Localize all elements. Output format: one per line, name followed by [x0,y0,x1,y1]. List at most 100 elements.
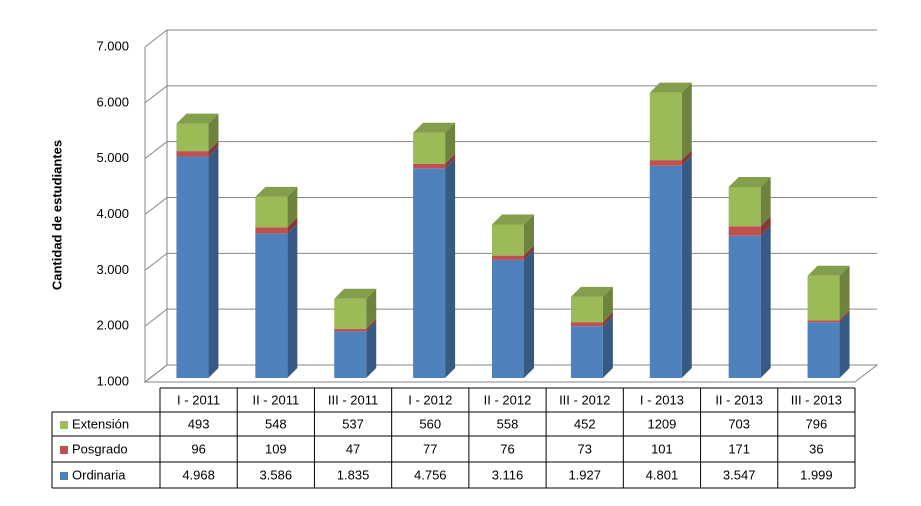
bar-side [602,286,613,323]
bar-side [366,288,377,329]
table-cell: 1209 [647,416,676,431]
bar-side [839,312,850,378]
table-cell: 101 [651,441,673,456]
bar-side [602,316,613,378]
table-header: III - 2013 [791,392,842,407]
y-tick-label: 3.000 [96,262,129,277]
grid-line [144,29,877,48]
table-cell: 77 [423,441,437,456]
bar [728,226,761,236]
bar [255,196,288,228]
bar-top [807,265,850,276]
legend-swatch [60,421,68,429]
bar-side [681,155,692,378]
bar [334,298,367,329]
table-header: I - 2011 [177,392,220,407]
bar [176,151,209,157]
table-cell: 703 [728,416,750,431]
grid-line [144,141,877,160]
bar-top [570,286,613,297]
table-cell: 171 [728,441,750,456]
table-header: II - 2013 [715,392,763,407]
table-cell: 109 [265,441,287,456]
table-cell: 4.801 [646,467,679,482]
table-cell: 560 [419,416,441,431]
table-cell: 3.547 [723,467,756,482]
table-cell: 4.968 [182,467,215,482]
bar-side [445,122,456,164]
bar [807,320,840,323]
bar-side [366,321,377,378]
table-cell: 537 [342,416,364,431]
y-axis-label: Cantidad de estudiantes [49,140,64,290]
table-cell: 76 [500,441,514,456]
bar-side [760,216,771,236]
bar-side [524,245,534,260]
table-cell: 3.116 [492,467,524,482]
bar [570,326,603,378]
bar [413,163,446,169]
bar [649,165,682,378]
legend-swatch [60,472,68,480]
bar-top [176,113,219,124]
bar-side [445,158,456,378]
table-cell: 558 [497,416,519,431]
grid-line [144,252,877,271]
bar-side [681,82,692,161]
table-cell: 3.586 [260,467,293,482]
bar-side [839,265,850,321]
bar-top [413,122,456,133]
y-tick-label: 1.000 [96,373,129,388]
table-cell: 1.835 [337,467,370,482]
table-cell: 96 [191,441,205,456]
bar-side [445,153,456,169]
bar-top [649,82,692,93]
bar-side [681,150,692,166]
legend-label: Posgrado [72,441,128,456]
bar [492,255,524,260]
bar [649,92,682,161]
grid-line [144,308,877,327]
bar-side [524,249,534,378]
bar-side [602,312,613,327]
table-cell: 1.927 [568,467,601,482]
grid-line [144,85,877,104]
table-header: III - 2011 [328,392,378,407]
bar [334,331,367,378]
legend-label: Extensión [72,416,129,431]
bar-side [760,225,771,378]
bar-side [287,223,298,378]
table-cell: 73 [577,441,591,456]
table-cell: 493 [188,416,210,431]
bar-top [728,176,771,187]
table-header: II - 2011 [252,392,299,407]
bar-side [208,141,219,157]
grid-line [144,197,877,215]
bar [728,186,761,227]
table-header: I - 2012 [408,392,452,407]
legend-swatch [60,446,68,454]
bar-side [839,310,850,323]
table-cell: 47 [346,441,360,456]
bar-side [287,217,298,234]
bar-top [334,288,377,299]
bar [176,156,209,378]
bar [728,235,761,378]
bar [492,259,524,378]
y-tick-label: 6.000 [96,94,129,109]
legend-label: Ordinaria [72,467,126,482]
table-cell: 796 [806,416,828,431]
bar-side [760,176,771,227]
grid-line [144,364,877,383]
table-cell: 548 [265,416,287,431]
bar-top [255,186,298,197]
y-tick-label: 2.000 [96,318,129,333]
bar-side [208,146,219,378]
y-tick-label: 4.000 [96,206,129,221]
table-header: I - 2013 [640,392,684,407]
bar [649,160,682,166]
table-cell: 4.756 [414,467,447,482]
bar [570,296,603,323]
bar [807,322,840,378]
bar-top [492,214,534,225]
